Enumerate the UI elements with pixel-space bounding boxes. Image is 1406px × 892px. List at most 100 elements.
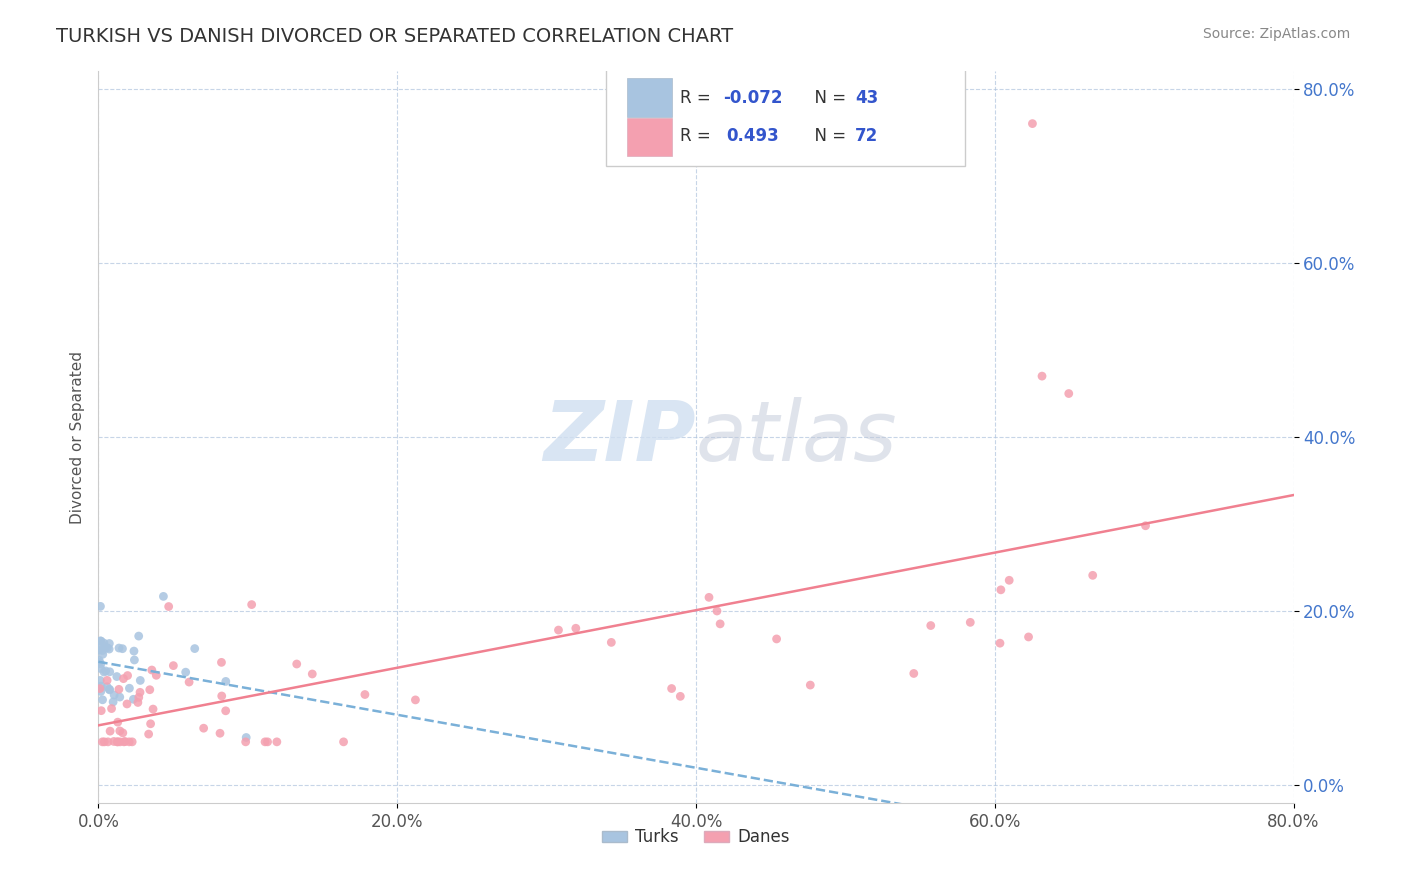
Point — [100, 701, 122, 715]
Point — [89, 655, 111, 669]
Point — [93, 735, 115, 749]
Point — [129, 673, 152, 688]
Point — [108, 723, 131, 738]
Point — [998, 574, 1021, 588]
Point — [118, 735, 141, 749]
Point — [103, 688, 125, 702]
Point — [103, 734, 125, 748]
Point — [709, 616, 731, 631]
Point — [301, 667, 323, 681]
Point — [94, 640, 117, 655]
Point — [89, 639, 111, 653]
Point — [256, 735, 278, 749]
Point — [90, 704, 112, 718]
Point — [211, 689, 233, 703]
Point — [138, 727, 160, 741]
Point — [105, 735, 128, 749]
Text: 72: 72 — [855, 128, 879, 145]
Point — [98, 636, 121, 650]
Point — [208, 726, 231, 740]
Point — [121, 735, 143, 749]
Point — [89, 653, 111, 667]
Point — [266, 735, 288, 749]
Point — [139, 682, 162, 697]
Point — [115, 697, 138, 711]
Point — [89, 643, 111, 657]
Point — [98, 665, 121, 679]
Point — [1135, 518, 1157, 533]
Point — [139, 716, 162, 731]
Text: -0.072: -0.072 — [724, 88, 783, 107]
Point — [404, 693, 426, 707]
Point — [98, 682, 121, 697]
Point — [1031, 369, 1053, 384]
Text: TURKISH VS DANISH DIVORCED OR SEPARATED CORRELATION CHART: TURKISH VS DANISH DIVORCED OR SEPARATED … — [56, 27, 734, 45]
Point — [706, 604, 728, 618]
Point — [765, 632, 787, 646]
FancyBboxPatch shape — [627, 78, 672, 117]
Point — [124, 653, 146, 667]
Point — [101, 695, 124, 709]
Point — [118, 681, 141, 696]
Point — [111, 641, 134, 656]
Text: ZIP: ZIP — [543, 397, 696, 477]
Point — [122, 692, 145, 706]
Point — [162, 658, 184, 673]
Point — [94, 664, 117, 678]
Point — [117, 668, 139, 682]
Point — [211, 656, 233, 670]
Point — [105, 669, 128, 683]
Point — [235, 731, 257, 745]
Point — [107, 715, 129, 730]
Point — [108, 682, 131, 697]
Text: R =: R = — [681, 88, 717, 107]
Point — [91, 647, 114, 661]
Point — [959, 615, 981, 630]
Text: Source: ZipAtlas.com: Source: ZipAtlas.com — [1202, 27, 1350, 41]
Point — [90, 661, 112, 675]
Point — [193, 721, 215, 735]
Point — [903, 666, 925, 681]
Point — [661, 681, 683, 696]
Point — [235, 735, 257, 749]
Point — [565, 621, 588, 635]
Point — [1021, 117, 1043, 131]
Point — [669, 690, 692, 704]
Point — [697, 591, 720, 605]
Point — [89, 633, 111, 648]
Point — [89, 673, 111, 688]
Point — [108, 690, 131, 704]
Point — [112, 735, 135, 749]
Text: 43: 43 — [855, 88, 879, 107]
Point — [89, 599, 111, 614]
Legend: Turks, Danes: Turks, Danes — [595, 822, 797, 853]
Text: 0.493: 0.493 — [725, 128, 779, 145]
Point — [240, 598, 263, 612]
Point — [128, 629, 150, 643]
Point — [129, 685, 152, 699]
Point — [799, 678, 821, 692]
Point — [90, 684, 112, 698]
Point — [90, 657, 112, 671]
Point — [285, 657, 308, 671]
Point — [96, 673, 118, 688]
Point — [89, 681, 111, 696]
Point — [547, 623, 569, 637]
Point — [107, 735, 129, 749]
Point — [96, 680, 118, 694]
Point — [990, 582, 1012, 597]
Point — [354, 688, 377, 702]
Point — [97, 735, 120, 749]
Point — [98, 642, 121, 657]
Point — [215, 704, 238, 718]
Point — [1018, 630, 1040, 644]
Point — [122, 644, 145, 658]
Point — [112, 672, 135, 686]
Point — [988, 636, 1011, 650]
Text: N =: N = — [804, 88, 851, 107]
Point — [174, 665, 197, 680]
Point — [91, 693, 114, 707]
Point — [98, 682, 121, 697]
Point — [93, 636, 115, 650]
Point — [114, 734, 136, 748]
